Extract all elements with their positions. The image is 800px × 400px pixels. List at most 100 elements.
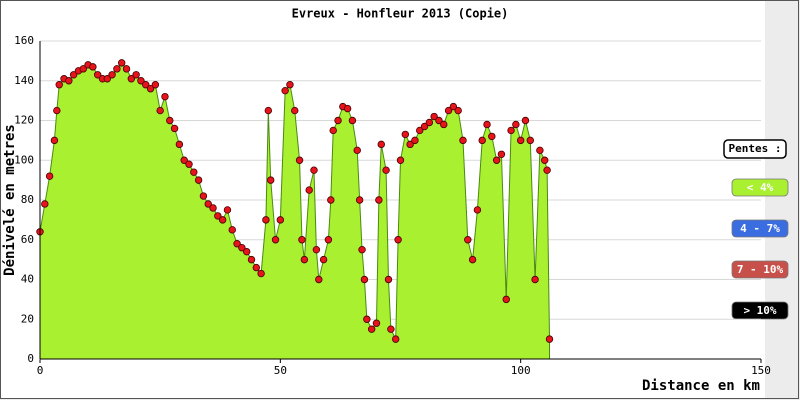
point bbox=[444, 106, 453, 115]
point bbox=[478, 136, 486, 145]
point bbox=[367, 325, 376, 333]
point bbox=[300, 255, 309, 264]
point bbox=[65, 77, 73, 85]
point bbox=[420, 122, 429, 131]
point bbox=[108, 71, 116, 79]
point bbox=[315, 275, 323, 284]
point bbox=[305, 186, 313, 194]
point bbox=[512, 120, 520, 129]
point bbox=[449, 102, 458, 111]
point bbox=[267, 176, 275, 184]
y-tick-label: 0 bbox=[27, 352, 34, 365]
point bbox=[281, 86, 289, 95]
point bbox=[146, 84, 155, 93]
point bbox=[468, 255, 477, 264]
point bbox=[375, 196, 383, 204]
point bbox=[521, 116, 530, 125]
point bbox=[214, 212, 222, 220]
x-axis-title: Distance en km bbox=[642, 378, 760, 394]
point bbox=[122, 65, 131, 73]
point bbox=[161, 92, 169, 101]
point bbox=[218, 216, 227, 224]
x-tick-label: 100 bbox=[511, 364, 531, 377]
point bbox=[492, 156, 501, 164]
point bbox=[348, 116, 357, 125]
point bbox=[233, 240, 241, 248]
y-tick-label: 40 bbox=[21, 273, 34, 286]
point bbox=[425, 118, 434, 127]
legend-swatch bbox=[731, 260, 789, 279]
point bbox=[545, 335, 554, 343]
point bbox=[264, 106, 273, 115]
legend-swatch bbox=[731, 178, 789, 197]
point bbox=[127, 75, 136, 83]
x-tick-label: 50 bbox=[274, 364, 287, 377]
point bbox=[384, 275, 393, 284]
point bbox=[228, 226, 236, 234]
legend-label: 7 - 10% bbox=[737, 263, 784, 276]
y-axis-title: Dénivelé en metres bbox=[2, 124, 18, 276]
point bbox=[45, 172, 54, 180]
point bbox=[353, 146, 361, 155]
point bbox=[185, 160, 193, 168]
point bbox=[473, 206, 482, 214]
point bbox=[199, 192, 208, 200]
point bbox=[488, 132, 496, 141]
point bbox=[372, 319, 381, 327]
y-tick-label: 160 bbox=[14, 34, 34, 47]
point bbox=[156, 106, 164, 115]
point bbox=[391, 335, 400, 343]
point bbox=[324, 236, 333, 244]
legend: Pentes : < 4% 4 - 7% 7 - 10% > 10% bbox=[723, 139, 789, 320]
point bbox=[79, 65, 87, 73]
y-tick-label: 80 bbox=[21, 193, 34, 206]
legend-swatch bbox=[731, 219, 789, 238]
point bbox=[89, 63, 97, 71]
point bbox=[406, 140, 414, 149]
point bbox=[440, 120, 448, 129]
point bbox=[118, 59, 126, 67]
point bbox=[180, 156, 188, 164]
point bbox=[497, 150, 506, 158]
legend-label: < 4% bbox=[747, 181, 774, 194]
point bbox=[286, 81, 294, 89]
point bbox=[327, 196, 335, 204]
point bbox=[194, 176, 203, 184]
point bbox=[536, 146, 544, 155]
point bbox=[516, 136, 525, 145]
point bbox=[401, 130, 410, 139]
point bbox=[394, 236, 402, 244]
x-tick-label: 150 bbox=[751, 364, 771, 377]
point bbox=[175, 140, 184, 149]
point bbox=[526, 136, 534, 145]
y-tick-label: 60 bbox=[21, 233, 34, 246]
point bbox=[50, 136, 59, 145]
point bbox=[459, 136, 467, 145]
point bbox=[334, 116, 342, 125]
point bbox=[319, 255, 328, 264]
point bbox=[142, 81, 150, 89]
point bbox=[355, 196, 364, 204]
x-tick-label: 0 bbox=[37, 364, 44, 377]
point bbox=[291, 106, 299, 115]
point bbox=[507, 126, 515, 135]
point bbox=[252, 263, 260, 272]
point bbox=[190, 168, 198, 176]
point bbox=[151, 81, 160, 89]
point bbox=[238, 243, 246, 252]
point bbox=[166, 116, 174, 125]
point bbox=[382, 166, 390, 174]
point bbox=[363, 315, 371, 323]
point bbox=[502, 295, 510, 304]
point bbox=[416, 126, 424, 135]
legend-label: 4 - 7% bbox=[740, 222, 780, 235]
point bbox=[93, 71, 102, 79]
point bbox=[170, 124, 179, 133]
legend-title-box bbox=[723, 139, 787, 159]
point bbox=[41, 200, 49, 208]
point bbox=[430, 112, 438, 121]
point bbox=[55, 81, 63, 89]
y-tick-label: 120 bbox=[14, 114, 34, 127]
y-tick-label: 20 bbox=[21, 312, 34, 325]
